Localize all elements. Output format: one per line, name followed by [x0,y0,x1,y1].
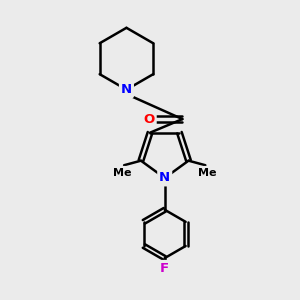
Text: N: N [121,83,132,96]
Text: Me: Me [197,168,216,178]
Text: N: N [159,172,170,184]
Text: F: F [160,262,169,275]
Text: O: O [143,112,155,126]
Text: Me: Me [113,168,132,178]
